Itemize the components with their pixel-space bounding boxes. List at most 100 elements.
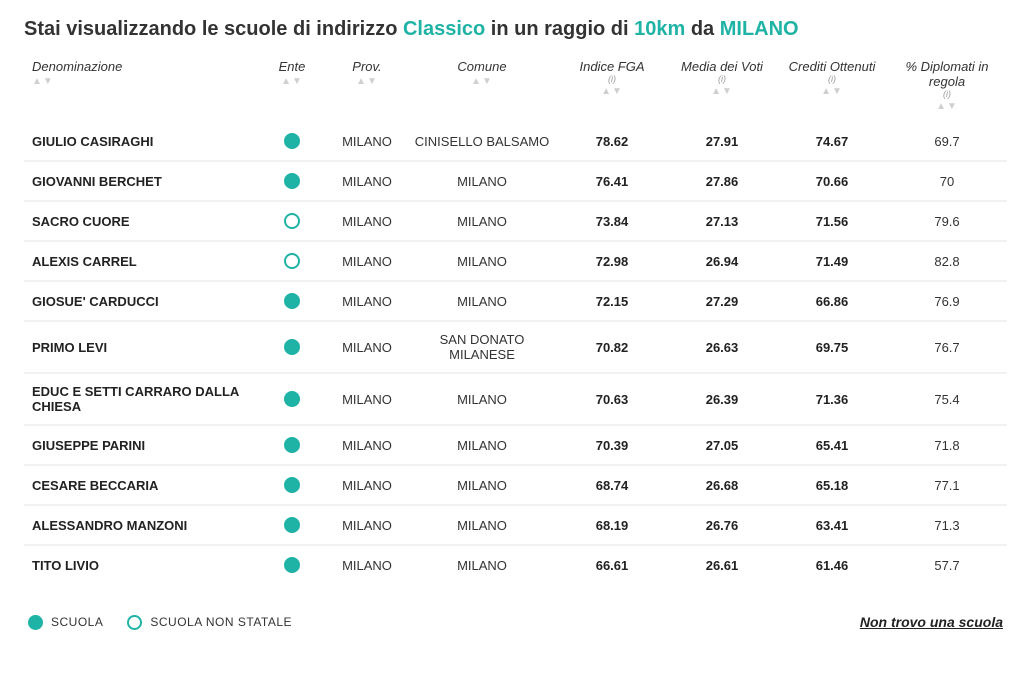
table-row[interactable]: CESARE BECCARIAMILANOMILANO68.7426.6865.… <box>24 466 1007 506</box>
col-header-comune[interactable]: Comune ▲▼ <box>407 59 557 87</box>
title-indirizzo: Classico <box>403 18 485 40</box>
title-distance: 10km <box>634 18 685 40</box>
col-header-label: % Diplomati in regola <box>905 59 988 89</box>
cell-crediti: 66.86 <box>777 294 887 309</box>
sort-icon[interactable]: ▲▼ <box>32 76 257 87</box>
table-row[interactable]: GIOSUE' CARDUCCIMILANOMILANO72.1527.2966… <box>24 282 1007 322</box>
dot-filled-icon <box>284 517 300 533</box>
table-row[interactable]: SACRO CUOREMILANOMILANO73.8427.1371.5679… <box>24 202 1007 242</box>
cell-ente <box>257 391 327 408</box>
cell-crediti: 61.46 <box>777 558 887 573</box>
cell-prov: MILANO <box>327 134 407 149</box>
table-row[interactable]: TITO LIVIOMILANOMILANO66.6126.6161.4657.… <box>24 546 1007 580</box>
col-header-indice-fga[interactable]: Indice FGA (i) ▲▼ <box>557 59 667 97</box>
dot-filled-icon <box>284 477 300 493</box>
cell-prov: MILANO <box>327 392 407 407</box>
cell-ente <box>257 477 327 494</box>
table-row[interactable]: ALESSANDRO MANZONIMILANOMILANO68.1926.76… <box>24 506 1007 546</box>
info-icon[interactable]: (i) <box>887 89 1007 99</box>
sort-icon[interactable]: ▲▼ <box>407 76 557 87</box>
table-row[interactable]: GIOVANNI BERCHETMILANOMILANO76.4127.8670… <box>24 162 1007 202</box>
cell-comune: MILANO <box>407 294 557 309</box>
legend-scuola-non-statale: SCUOLA NON STATALE <box>127 615 292 630</box>
dot-filled-icon <box>284 293 300 309</box>
table-row[interactable]: EDUC E SETTI CARRARO DALLA CHIESAMILANOM… <box>24 374 1007 426</box>
cell-crediti: 71.56 <box>777 214 887 229</box>
col-header-label: Prov. <box>352 59 381 74</box>
cell-comune: MILANO <box>407 478 557 493</box>
cell-indice-fga: 72.98 <box>557 254 667 269</box>
dot-filled-icon <box>284 173 300 189</box>
table-row[interactable]: GIULIO CASIRAGHIMILANOCINISELLO BALSAMO7… <box>24 122 1007 162</box>
cell-media-voti: 26.61 <box>667 558 777 573</box>
col-header-label: Crediti Ottenuti <box>789 59 876 74</box>
col-header-diplomati[interactable]: % Diplomati in regola (i) ▲▼ <box>887 59 1007 112</box>
cell-denominazione: PRIMO LEVI <box>32 340 257 355</box>
cell-prov: MILANO <box>327 214 407 229</box>
cell-media-voti: 27.91 <box>667 134 777 149</box>
cell-diplomati: 76.7 <box>887 340 1007 355</box>
info-icon[interactable]: (i) <box>777 74 887 84</box>
dot-filled-icon <box>284 391 300 407</box>
col-header-label: Media dei Voti <box>681 59 763 74</box>
col-header-media-voti[interactable]: Media dei Voti (i) ▲▼ <box>667 59 777 97</box>
col-header-ente[interactable]: Ente ▲▼ <box>257 59 327 87</box>
col-header-denominazione[interactable]: Denominazione ▲▼ <box>32 59 257 87</box>
title-mid2: da <box>685 18 719 40</box>
sort-icon[interactable]: ▲▼ <box>327 76 407 87</box>
cell-indice-fga: 78.62 <box>557 134 667 149</box>
cell-denominazione: GIOSUE' CARDUCCI <box>32 294 257 309</box>
cell-crediti: 69.75 <box>777 340 887 355</box>
table-row[interactable]: PRIMO LEVIMILANOSAN DONATO MILANESE70.82… <box>24 322 1007 374</box>
cell-indice-fga: 73.84 <box>557 214 667 229</box>
cell-crediti: 74.67 <box>777 134 887 149</box>
sort-icon[interactable]: ▲▼ <box>667 86 777 97</box>
dot-filled-icon <box>284 133 300 149</box>
sort-icon[interactable]: ▲▼ <box>777 86 887 97</box>
not-found-link[interactable]: Non trovo una scuola <box>860 614 1003 630</box>
cell-media-voti: 27.05 <box>667 438 777 453</box>
dot-hollow-icon <box>127 615 142 630</box>
cell-ente <box>257 293 327 310</box>
cell-comune: SAN DONATO MILANESE <box>407 332 557 362</box>
cell-indice-fga: 70.82 <box>557 340 667 355</box>
cell-comune: CINISELLO BALSAMO <box>407 134 557 149</box>
cell-diplomati: 69.7 <box>887 134 1007 149</box>
cell-diplomati: 79.6 <box>887 214 1007 229</box>
col-header-label: Comune <box>457 59 506 74</box>
col-header-crediti[interactable]: Crediti Ottenuti (i) ▲▼ <box>777 59 887 97</box>
dot-filled-icon <box>284 339 300 355</box>
cell-comune: MILANO <box>407 518 557 533</box>
cell-comune: MILANO <box>407 558 557 573</box>
cell-prov: MILANO <box>327 558 407 573</box>
col-header-prov[interactable]: Prov. ▲▼ <box>327 59 407 87</box>
dot-hollow-icon <box>284 253 300 269</box>
cell-diplomati: 71.3 <box>887 518 1007 533</box>
cell-media-voti: 26.39 <box>667 392 777 407</box>
cell-denominazione: EDUC E SETTI CARRARO DALLA CHIESA <box>32 384 257 414</box>
col-header-label: Indice FGA <box>579 59 644 74</box>
sort-icon[interactable]: ▲▼ <box>557 86 667 97</box>
cell-prov: MILANO <box>327 254 407 269</box>
info-icon[interactable]: (i) <box>557 74 667 84</box>
table-body: GIULIO CASIRAGHIMILANOCINISELLO BALSAMO7… <box>24 122 1007 580</box>
sort-icon[interactable]: ▲▼ <box>887 101 1007 112</box>
cell-media-voti: 26.94 <box>667 254 777 269</box>
info-icon[interactable]: (i) <box>667 74 777 84</box>
cell-indice-fga: 68.74 <box>557 478 667 493</box>
table-row[interactable]: GIUSEPPE PARINIMILANOMILANO70.3927.0565.… <box>24 426 1007 466</box>
cell-indice-fga: 70.63 <box>557 392 667 407</box>
title-mid: in un raggio di <box>485 18 634 40</box>
cell-prov: MILANO <box>327 518 407 533</box>
cell-ente <box>257 213 327 230</box>
sort-icon[interactable]: ▲▼ <box>257 76 327 87</box>
table-row[interactable]: ALEXIS CARRELMILANOMILANO72.9826.9471.49… <box>24 242 1007 282</box>
cell-denominazione: CESARE BECCARIA <box>32 478 257 493</box>
legend-label: SCUOLA <box>51 615 103 629</box>
cell-ente <box>257 517 327 534</box>
legend-row: SCUOLA SCUOLA NON STATALE Non trovo una … <box>24 614 1007 630</box>
title-city: MILANO <box>720 18 799 40</box>
cell-crediti: 71.49 <box>777 254 887 269</box>
cell-prov: MILANO <box>327 478 407 493</box>
cell-denominazione: ALESSANDRO MANZONI <box>32 518 257 533</box>
